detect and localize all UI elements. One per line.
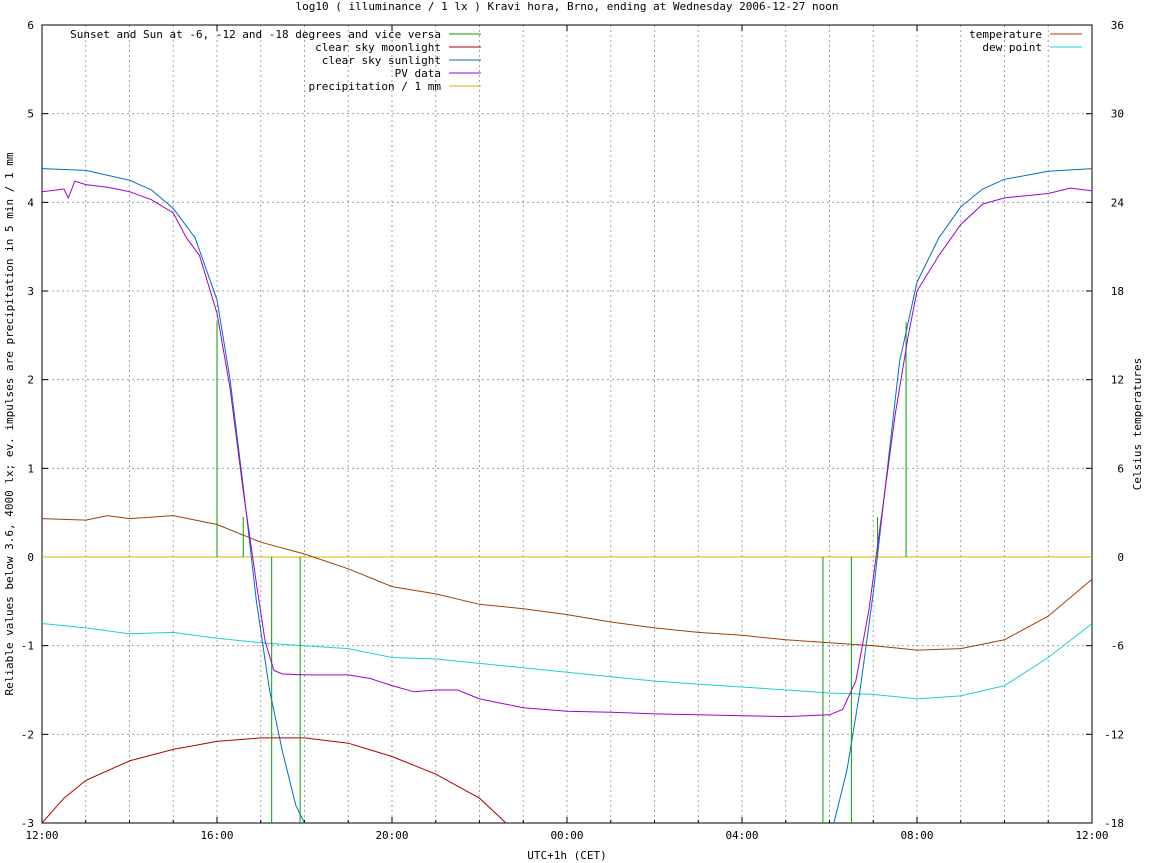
x-tick-label: 08:00: [900, 829, 933, 842]
y2-tick-label: 36: [1111, 19, 1124, 32]
y2-tick-label: -6: [1111, 640, 1124, 653]
series-sunlight-morning: [833, 168, 1092, 823]
x-tick-label: 00:00: [550, 829, 583, 842]
y2-tick-label: 0: [1117, 551, 1124, 564]
x-tick-label: 12:00: [25, 829, 58, 842]
x-tick-label: 04:00: [725, 829, 758, 842]
y2-tick-label: -18: [1104, 817, 1124, 830]
series-pv-data: [42, 180, 1092, 718]
data-marks: [42, 168, 1092, 823]
legend-label: clear sky moonlight: [315, 41, 441, 54]
y2-tick-label: 24: [1111, 196, 1125, 209]
grid: [42, 25, 1092, 823]
y2-axis-label: Celsius temperatures: [1131, 358, 1144, 490]
y-tick-label: 0: [27, 551, 34, 564]
y2-tick-label: 6: [1117, 462, 1124, 475]
legend-label: Sunset and Sun at -6, -12 and -18 degree…: [70, 28, 441, 41]
y2-tick-label: 12: [1111, 374, 1124, 387]
legend-label: precipitation / 1 mm: [309, 80, 442, 93]
x-tick-label: 20:00: [375, 829, 408, 842]
plot-frame: [41, 24, 1093, 824]
x-tick-label: 12:00: [1075, 829, 1108, 842]
x-tick-label: 16:00: [200, 829, 233, 842]
y-tick-label: -2: [21, 728, 34, 741]
y-tick-label: 3: [27, 285, 34, 298]
legend: Sunset and Sun at -6, -12 and -18 degree…: [70, 28, 1082, 93]
y2-tick-label: 30: [1111, 108, 1124, 121]
series-dew-point: [42, 623, 1092, 700]
y-tick-label: -3: [21, 817, 34, 830]
series-moonlight: [42, 737, 507, 823]
y2-tick-label: 18: [1111, 285, 1124, 298]
legend-label: dew point: [982, 41, 1042, 54]
y-tick-label: 2: [27, 374, 34, 387]
y-tick-label: 5: [27, 108, 34, 121]
y-axis-label: Reliable values below 3.6, 4000 lx; ev. …: [3, 152, 16, 695]
legend-label: temperature: [969, 28, 1042, 41]
x-axis-label: UTC+1h (CET): [527, 849, 606, 862]
series-sunlight-evening: [42, 168, 305, 823]
y-tick-label: 4: [27, 196, 34, 209]
y2-tick-label: -12: [1104, 728, 1124, 741]
legend-label: clear sky sunlight: [322, 54, 441, 67]
series-temperature: [42, 515, 1092, 651]
y-tick-label: -1: [21, 640, 34, 653]
chart-title: log10 ( illuminance / 1 lx ) Kravi hora,…: [295, 0, 838, 13]
legend-label: PV data: [395, 67, 441, 80]
axis-ticks: 12:00 16:00 20:00 00:00 04:00 08:00 12:00-3-2-…: [21, 19, 1125, 842]
y-tick-label: 6: [27, 19, 34, 32]
y-tick-label: 1: [27, 462, 34, 475]
